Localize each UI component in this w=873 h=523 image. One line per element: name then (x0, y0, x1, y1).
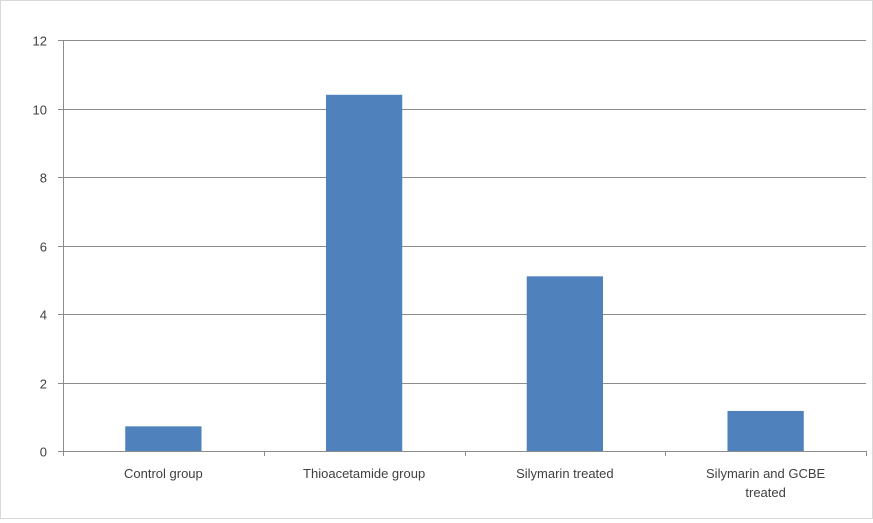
x-category-label: Thioacetamide group (303, 466, 425, 481)
y-tick-label: 10 (33, 103, 47, 118)
y-tick-label: 12 (33, 34, 47, 49)
x-category-label: Control group (124, 466, 203, 481)
x-category-labels: Control group Thioacetamide group Silymari… (124, 466, 826, 500)
x-category-label: Silymarin treated (516, 466, 614, 481)
x-category-label: Silymarin and GCBE (706, 466, 826, 481)
gridlines (63, 40, 866, 384)
bar (325, 94, 403, 452)
y-tick-label: 8 (40, 171, 47, 186)
bars (125, 94, 804, 452)
bar (125, 426, 202, 451)
x-category-label: treated (745, 485, 785, 500)
y-tick-labels: 0 2 4 6 8 10 12 (33, 34, 47, 460)
y-tick-label: 6 (40, 240, 47, 255)
axes (58, 40, 867, 456)
y-tick-label: 2 (40, 377, 47, 392)
bar (526, 276, 604, 451)
y-tick-label: 0 (40, 445, 47, 460)
bar (727, 410, 804, 451)
y-tick-label: 4 (40, 308, 47, 323)
